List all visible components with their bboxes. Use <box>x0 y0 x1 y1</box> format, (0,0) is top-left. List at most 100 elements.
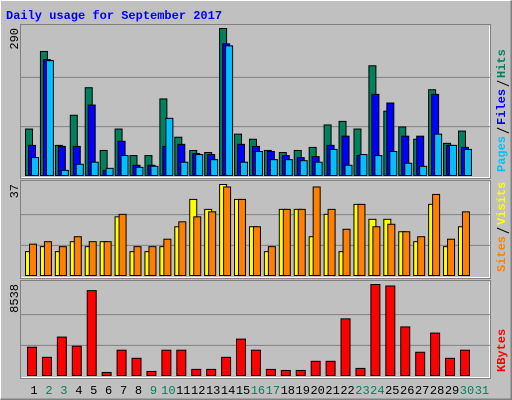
x-tick-label: 24 <box>370 384 384 398</box>
x-tick-label: 1 <box>30 384 37 398</box>
bar <box>58 246 67 276</box>
bar <box>282 208 291 276</box>
bar <box>135 166 144 177</box>
bar <box>400 326 411 376</box>
legend-separator <box>496 80 510 87</box>
x-tick-label: 9 <box>150 384 157 398</box>
bar <box>417 236 426 276</box>
x-tick-label: 8 <box>135 384 142 398</box>
bar <box>56 336 67 377</box>
bar <box>131 357 142 376</box>
bar <box>254 150 263 176</box>
x-tick-label: 30 <box>460 384 474 398</box>
bar <box>148 246 157 276</box>
legend-label: Hits <box>495 49 509 78</box>
bar <box>176 349 187 377</box>
x-tick-label: 11 <box>176 384 190 398</box>
bar <box>327 208 336 276</box>
x-tick-label: 15 <box>236 384 250 398</box>
bar <box>269 159 278 176</box>
bar <box>312 186 321 276</box>
legend-separator <box>496 127 510 134</box>
x-tick-label: 25 <box>385 384 399 398</box>
x-tick-label: 19 <box>296 384 310 398</box>
bar <box>195 154 204 177</box>
bar <box>342 228 351 277</box>
bar <box>419 165 428 177</box>
bar <box>314 161 323 176</box>
bar <box>133 246 142 276</box>
bar <box>178 221 187 277</box>
bar <box>150 165 159 177</box>
bar <box>161 349 172 377</box>
bar <box>210 159 219 176</box>
legend-label: Pages <box>495 136 509 172</box>
bar <box>415 351 426 376</box>
bar <box>325 360 336 376</box>
legend: Pages Files Hits <box>495 49 510 172</box>
legend-label: KBytes <box>495 329 509 372</box>
bar <box>41 356 52 376</box>
bar <box>146 370 157 376</box>
bar <box>404 162 413 176</box>
x-tick-label: 18 <box>281 384 295 398</box>
bar <box>118 213 127 277</box>
bar <box>116 349 127 377</box>
bar <box>120 155 129 177</box>
bar <box>225 45 234 176</box>
legend-label: Files <box>495 89 509 125</box>
bar <box>250 349 261 377</box>
bar <box>299 160 308 176</box>
bar <box>357 203 366 276</box>
x-tick-label: 4 <box>75 384 82 398</box>
panel-bevel <box>21 25 490 178</box>
bar <box>295 369 306 376</box>
bar <box>374 155 383 177</box>
bar <box>280 369 291 376</box>
x-tick-label: 31 <box>475 384 489 398</box>
y-tick-label: 8538 <box>8 284 22 313</box>
legend: Sites Visits <box>495 182 510 272</box>
bar <box>389 150 398 176</box>
x-tick-label: 2 <box>45 384 52 398</box>
x-tick-label: 10 <box>161 384 175 398</box>
bar <box>163 238 172 276</box>
bar <box>71 345 82 377</box>
x-tick-label: 3 <box>60 384 67 398</box>
bar <box>267 246 276 276</box>
legend-label: Sites <box>495 236 509 272</box>
bar <box>402 231 411 276</box>
x-tick-label: 6 <box>105 384 112 398</box>
bar <box>340 318 351 376</box>
bar <box>193 216 202 276</box>
x-tick-label: 7 <box>120 384 127 398</box>
bar <box>86 290 97 376</box>
bar <box>101 371 112 376</box>
bar <box>359 154 368 177</box>
bar <box>463 148 472 176</box>
bar <box>461 211 470 276</box>
x-tick-label: 13 <box>206 384 220 398</box>
x-tick-label: 22 <box>340 384 354 398</box>
bar <box>240 161 249 176</box>
bar <box>29 243 37 276</box>
bar <box>27 346 37 377</box>
bar <box>165 117 174 176</box>
y-tick-label: 290 <box>8 28 22 50</box>
bar <box>208 211 217 276</box>
bar <box>223 186 232 276</box>
x-tick-label: 28 <box>430 384 444 398</box>
bar <box>372 226 381 276</box>
x-tick-label: 23 <box>355 384 369 398</box>
bar <box>310 360 321 376</box>
bar <box>180 161 189 176</box>
chart-title: Daily usage for September 2017 <box>6 9 222 23</box>
x-tick-label: 20 <box>310 384 324 398</box>
x-tick-label: 27 <box>415 384 429 398</box>
bar <box>73 236 82 276</box>
bar <box>297 208 306 276</box>
bar <box>45 60 54 176</box>
legend-separator <box>496 227 510 234</box>
bar <box>385 285 396 376</box>
bar <box>191 368 202 377</box>
